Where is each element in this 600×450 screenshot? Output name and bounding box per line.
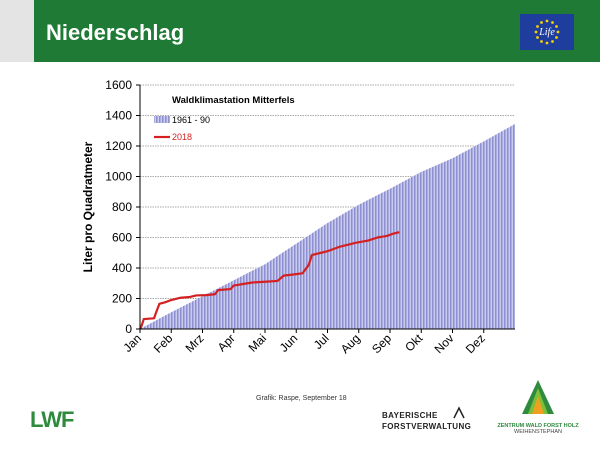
eu-life-text: Life [538, 27, 555, 38]
x-tick-label: Nov [432, 331, 457, 356]
y-tick-label: 1200 [105, 139, 132, 153]
series-line-2018 [139, 231, 400, 330]
x-tick-label: Mrz [183, 331, 207, 355]
x-tick-label: Feb [151, 331, 176, 356]
x-tick-label: Sep [369, 331, 394, 356]
series-area-1961-90 [140, 123, 515, 329]
y-tick-label: 800 [112, 200, 132, 214]
zentrum-tree-icon [522, 380, 554, 414]
header-side-panel [0, 0, 34, 62]
forstverwaltung-logo: BAYERISCHE FORSTVERWALTUNG [382, 410, 471, 432]
forstverwaltung-mark-icon [453, 406, 465, 419]
y-tick-label: 0 [125, 322, 132, 336]
eu-stars-icon: Life [534, 19, 560, 45]
header-bar [34, 0, 600, 62]
eu-life-logo: Life [520, 14, 574, 50]
x-tick-label: Jul [311, 331, 332, 352]
y-tick-label: 1000 [105, 170, 132, 184]
x-tick-label: Mai [246, 331, 270, 355]
chart-title: Waldklimastation Mitterfels [172, 95, 295, 106]
x-tick-label: Jun [277, 331, 301, 355]
y-tick-label: 1400 [105, 109, 132, 123]
y-tick-label: 600 [112, 231, 132, 245]
x-tick-label: Aug [338, 331, 363, 356]
y-tick-label: 200 [112, 292, 132, 306]
legend-label-1961-90: 1961 - 90 [172, 115, 210, 125]
precipitation-chart: 0 200 400 600 800 1000 1200 1400 1600 Jan Feb Mrz Ap… [81, 78, 515, 356]
legend-swatch-1961-90 [154, 116, 170, 123]
x-tick-label: Okt [402, 331, 426, 355]
zentrum-name: ZENTRUM WALD FORST HOLZ [497, 423, 579, 429]
y-axis-label: Liter pro Quadratmeter [81, 141, 95, 272]
forstverwaltung-line1: BAYERISCHE [382, 411, 438, 420]
slide-title: Niederschlag [46, 20, 185, 45]
x-tick-label: Apr [215, 331, 238, 354]
legend-label-2018: 2018 [172, 132, 192, 142]
zentrum-subtitle: WEIHENSTEPHAN [514, 429, 562, 435]
lwf-logo: LWF [30, 407, 74, 432]
x-tick-label: Jan [121, 331, 145, 355]
chart-credit: Grafik: Raspe, September 18 [256, 395, 347, 402]
zentrum-logo: ZENTRUM WALD FORST HOLZ WEIHENSTEPHAN [496, 378, 580, 435]
y-tick-label: 400 [112, 261, 132, 275]
y-tick-label: 1600 [105, 78, 132, 92]
forstverwaltung-line2: FORSTVERWALTUNG [382, 422, 472, 431]
x-tick-label: Dez [463, 331, 488, 356]
